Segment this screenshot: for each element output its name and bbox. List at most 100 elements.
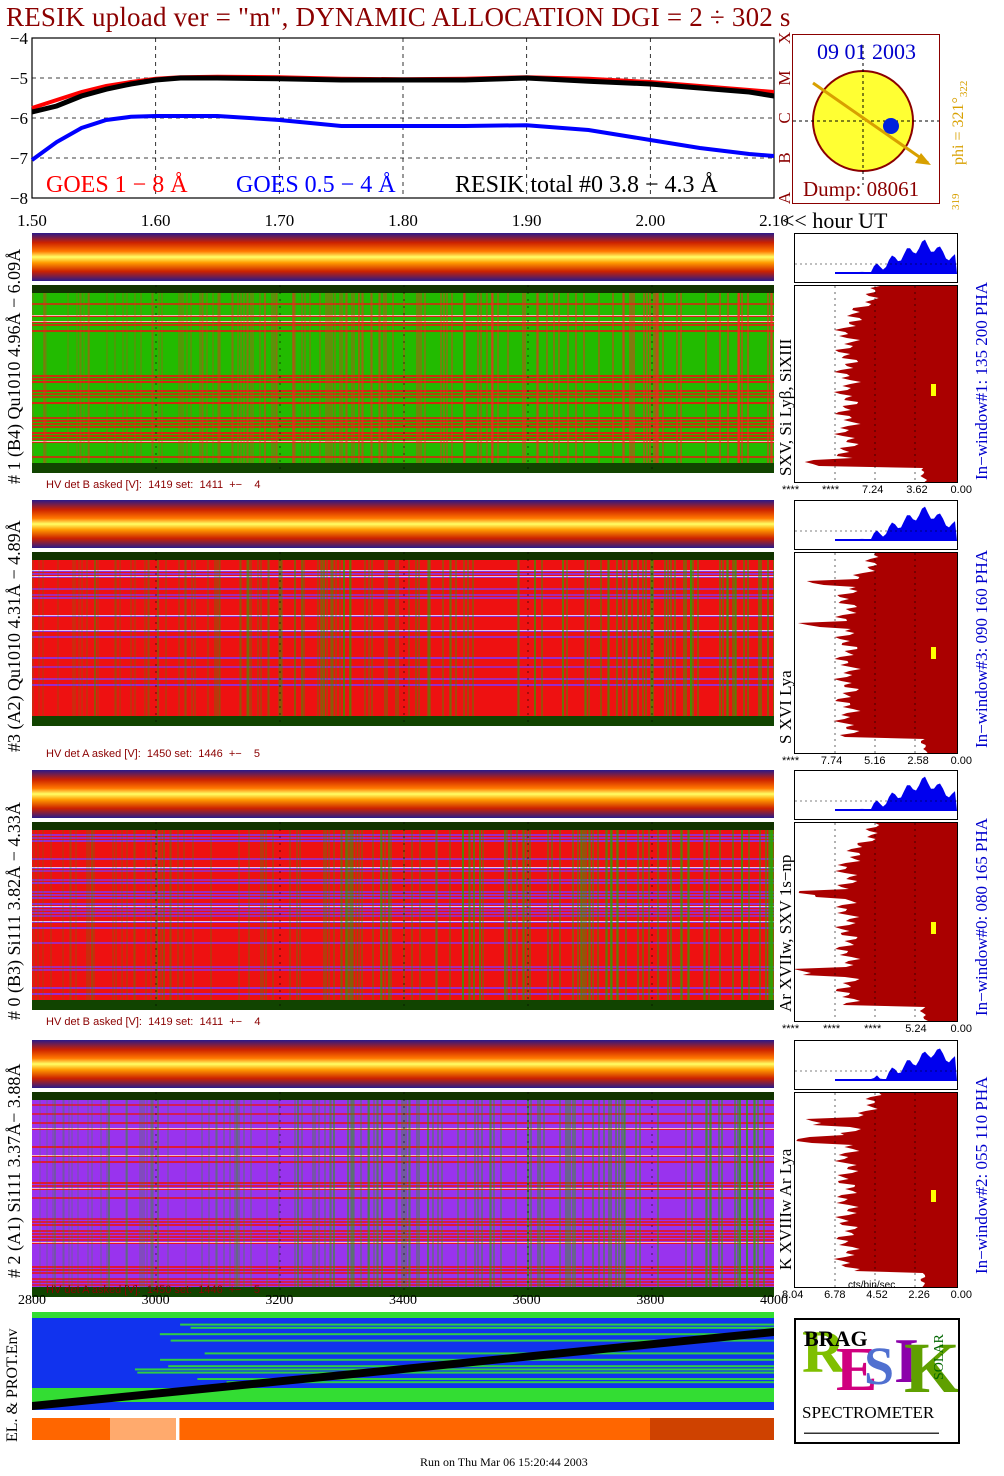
x-tick-label: 2.00: [635, 211, 665, 230]
spectrum-tick-label: ****: [864, 1023, 882, 1035]
hv-label: HV det A asked [V]: 1450 set: 1446 +− 5: [46, 748, 261, 760]
spectrum-tick-row: **** 7.74 5.16 2.58 0.00: [782, 755, 972, 767]
run-timestamp: Run on Thu Mar 06 15:20:44 2003: [420, 1455, 588, 1469]
y-tick-label: −6: [10, 109, 28, 128]
spectrum-tick-label: 2.26: [908, 1289, 930, 1301]
logo-letter-i: I: [894, 1325, 919, 1396]
detector-strip-image: [32, 770, 774, 818]
line-id-label: S XVI Lya: [776, 670, 795, 744]
spectrum-tick-label: 8.04: [782, 1289, 804, 1301]
x-tick-label: 1.70: [264, 211, 294, 230]
logo-side-text: BRAG: [804, 1326, 868, 1351]
hv-label: HV det B asked [V]: 1419 set: 1411 +− 4: [46, 479, 261, 491]
spectrum-tick-label: 0.00: [950, 484, 972, 496]
spectrum-tick-label: 5.16: [864, 755, 886, 767]
x-tick-label: 1.50: [17, 211, 47, 230]
sun-panel: 09 01 2003 Dump: 08061: [792, 34, 940, 204]
pha-window-label: In−window#1: 135 200 PHA: [972, 281, 991, 480]
pha-window-label: In−window#0: 080 165 PHA: [972, 817, 991, 1016]
env-trend-line: [32, 1328, 774, 1410]
detector-label: # 2 (A1) Si111 3.37Å− 3.88Å: [4, 1063, 24, 1278]
line-id-label: SXV, Si Lyβ, SiXIII: [776, 338, 795, 476]
legend-goes-long: GOES 1 − 8 Å: [46, 172, 188, 198]
spectrum-tick-label: ****: [782, 755, 800, 767]
y-tick-label: −7: [10, 149, 29, 168]
spectrum-tick-label: ****: [823, 1023, 841, 1035]
pha-histogram: [794, 770, 958, 820]
env-x-tick-label: 3800: [636, 1293, 664, 1308]
spectrum-tick-label: 0.00: [950, 1023, 972, 1035]
goes-class-label: B: [775, 152, 790, 163]
spectrum-tick-label: 7.74: [820, 755, 843, 767]
sun-date: 09 01 2003: [817, 39, 916, 64]
logo-side-text-2: SOLAR: [932, 1334, 947, 1380]
line-id-label: Ar XVIIw, SXV 1s−np: [776, 854, 795, 1012]
detector-label: #3 (A2) Qu1010 4.31Å − 4.89Å: [4, 520, 24, 752]
logo-letter-r: R: [802, 1320, 846, 1385]
spectrum-tick-row: **** **** **** 5.24 0.00: [782, 1023, 972, 1035]
svg-text:▬▬▬▬▬▬▬▬▬▬▬▬▬▬▬▬▬▬▬▬▬▬▬▬▬▬▬: ▬▬▬▬▬▬▬▬▬▬▬▬▬▬▬▬▬▬▬▬▬▬▬▬▬▬▬: [804, 1431, 939, 1436]
x-tick-label: 1.60: [141, 211, 171, 230]
spectrum-plot: [794, 552, 958, 754]
legend-goes-short: GOES 0.5 − 4 Å: [236, 172, 396, 198]
logo-caption: SPECTROMETER: [802, 1403, 935, 1422]
pha-histogram: [794, 1040, 958, 1090]
spectrum-tick-row: **** **** 7.24 3.62 0.00: [782, 484, 972, 496]
detector-strip-image: [32, 233, 774, 281]
spectrum-tick-label: 5.24: [905, 1023, 927, 1035]
logo-letter-s: S: [864, 1336, 894, 1396]
phi-label: phi = 321°322: [950, 80, 971, 165]
environment-label: EL. & PROT.Env: [4, 1328, 21, 1442]
x-tick-label: 1.80: [388, 211, 418, 230]
env-x-tick-label: 3000: [142, 1293, 170, 1308]
env-x-tick-label: 3600: [513, 1293, 541, 1308]
spectrum-tick-label: 0.00: [950, 755, 972, 767]
logo-letter-k: K: [904, 1328, 958, 1408]
spectrum-tick-label: 0.00: [950, 1289, 972, 1301]
y-tick-label: −5: [10, 69, 28, 88]
spectrum-plot: [794, 285, 958, 483]
pha-window-label: In−window#3: 090 160 PHA: [972, 549, 991, 748]
pha-histogram: [794, 233, 958, 283]
spectrum-tick-label: 4.52: [866, 1289, 888, 1301]
spectrum-tick-label: ****: [782, 1023, 800, 1035]
spectrum-tick-label: 6.78: [824, 1289, 846, 1301]
hv-label: HV det A asked [V]: 1450 set: 1446 +− 5: [46, 1284, 261, 1296]
resik-logo: R E S I K SPECTROMETER ▬▬▬▬▬▬▬▬▬▬▬▬▬▬▬▬▬…: [794, 1318, 960, 1444]
detector-label: # 1 (B4) Qu1010 4.96Å − 6.09Å: [4, 248, 24, 484]
series-line-1: [30, 114, 775, 162]
env-x-tick-label: 3200: [265, 1293, 293, 1308]
detector-strip-image: [32, 500, 774, 548]
detector-heatmap: [32, 552, 774, 726]
spectrum-x-label: cts/bin/sec: [848, 1280, 896, 1291]
pha-histogram: [794, 500, 958, 550]
detector-strip-image: [32, 1040, 774, 1088]
goes-class-label: M: [775, 70, 790, 85]
environment-panel: 2800 3000 3200 3400 3600 3800 4000: [18, 1293, 788, 1440]
env-x-tick-label: 4000: [760, 1293, 788, 1308]
goes-class-label: A: [775, 191, 790, 204]
x-tick-label: 1.90: [512, 211, 542, 230]
spectrum-tick-label: 3.62: [906, 484, 928, 496]
goes-class-label: X: [775, 32, 790, 44]
legend-resik-total: RESIK total #0 3.8 − 4.3 Å: [455, 172, 718, 198]
line-id-label: K XVIIIw Ar Lya: [776, 1148, 795, 1270]
detector-heatmap: [32, 1092, 774, 1297]
y-tick-label: −8: [10, 189, 28, 208]
phi-direction-arrow: [812, 81, 929, 165]
goes-class-label: C: [775, 112, 790, 123]
spectrum-tick-label: 2.58: [907, 755, 929, 767]
hv-label: HV det B asked [V]: 1419 set: 1411 +− 4: [46, 1016, 261, 1028]
env-color-bar: [32, 1418, 774, 1440]
spectrum-plot: [794, 822, 958, 1022]
logo-letter-e: E: [836, 1336, 877, 1404]
phi-low-label: 319: [950, 193, 962, 211]
spectrum-tick-label: ****: [821, 484, 840, 496]
goes-lightcurve-chart: −4−5−6−7−8 1.50 1.60 1.70 1.80 1.90 2.00 2.10 …: [10, 30, 790, 230]
series-line-2: [31, 75, 775, 115]
page-title: RESIK upload ver = "m", DYNAMIC ALLOCATI…: [6, 2, 791, 32]
detector-heatmap: [32, 285, 774, 473]
spectrum-plot: [794, 1092, 958, 1288]
x-tick-label: 2.10: [759, 211, 789, 230]
spectrum-tick-row: 8.04 6.78 4.52 2.26 0.00: [782, 1289, 972, 1301]
